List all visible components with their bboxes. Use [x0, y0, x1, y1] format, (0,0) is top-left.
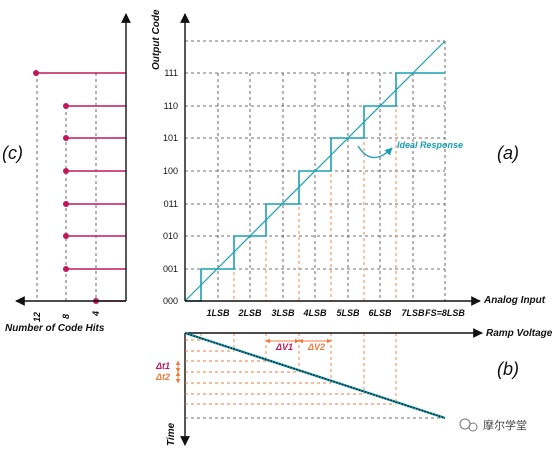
- ramp-projection-lines: [200, 73, 397, 404]
- hits-dot-110: [63, 103, 69, 109]
- hits-tick-12: 12: [32, 312, 42, 322]
- code-label: 000: [163, 296, 178, 306]
- lsb-tick: FS=8LSB: [425, 308, 465, 318]
- panel-b-label: (b): [497, 359, 519, 379]
- code-labels: 000 001 010 011 100 101 110 111: [163, 68, 178, 306]
- code-label: 110: [164, 101, 178, 111]
- hits-dot-010: [63, 233, 69, 239]
- ramp-voltage-title: Ramp Voltage: [486, 328, 553, 339]
- code-label: 010: [163, 231, 178, 241]
- panel-a-label: (a): [497, 143, 519, 163]
- hits-dot-011: [63, 201, 69, 207]
- code-label: 100: [163, 166, 178, 176]
- lsb-tick: 7LSB: [401, 308, 425, 318]
- hits-dot-101: [63, 135, 69, 141]
- hits-dot-111: [33, 70, 39, 76]
- output-code-title: Output Code: [151, 9, 162, 70]
- staircase-transfer: [185, 72, 445, 302]
- watermark: 摩尔学堂: [459, 418, 527, 432]
- hits-tick-4: 4: [91, 311, 101, 317]
- delta-v1-label: ΔV1: [275, 342, 293, 352]
- delta-t2-label: Δt2: [155, 372, 170, 382]
- histogram-stems: [33, 70, 126, 304]
- delta-t1-label: Δt1: [155, 361, 170, 371]
- ideal-response-arrow: [357, 145, 393, 159]
- lsb-tick-labels: 1LSB 2LSB 3LSB 4LSB 5LSB 6LSB 7LSB FS=8L…: [206, 308, 465, 318]
- hits-dot-001: [63, 266, 69, 272]
- hits-dot-100: [63, 168, 69, 174]
- panel-c-label: (c): [2, 143, 23, 163]
- lsb-tick: 1LSB: [206, 308, 230, 318]
- lsb-tick: 6LSB: [368, 308, 392, 318]
- code-label: 011: [164, 199, 178, 209]
- code-label: 101: [163, 133, 178, 143]
- chat-bubble-icon: [468, 422, 478, 432]
- watermark-text: 摩尔学堂: [483, 418, 527, 432]
- delta-v2-label: ΔV2: [307, 342, 325, 352]
- time-title: Time: [166, 422, 177, 446]
- ideal-response-label: Ideal Response: [397, 140, 463, 150]
- code-label: 111: [164, 68, 178, 78]
- lsb-tick: 3LSB: [271, 308, 295, 318]
- lsb-tick: 5LSB: [336, 308, 360, 318]
- hits-tick-8: 8: [61, 314, 71, 319]
- chat-bubble-icon: [459, 418, 471, 430]
- lsb-tick: 2LSB: [237, 308, 262, 318]
- analog-input-title: Analog Input: [483, 295, 546, 306]
- ramp-time-guides: [185, 339, 445, 419]
- ramp-line-dots: [184, 332, 446, 419]
- code-label: 001: [163, 264, 178, 274]
- lsb-tick: 4LSB: [302, 308, 327, 318]
- histogram-title: Number of Code Hits: [5, 323, 105, 334]
